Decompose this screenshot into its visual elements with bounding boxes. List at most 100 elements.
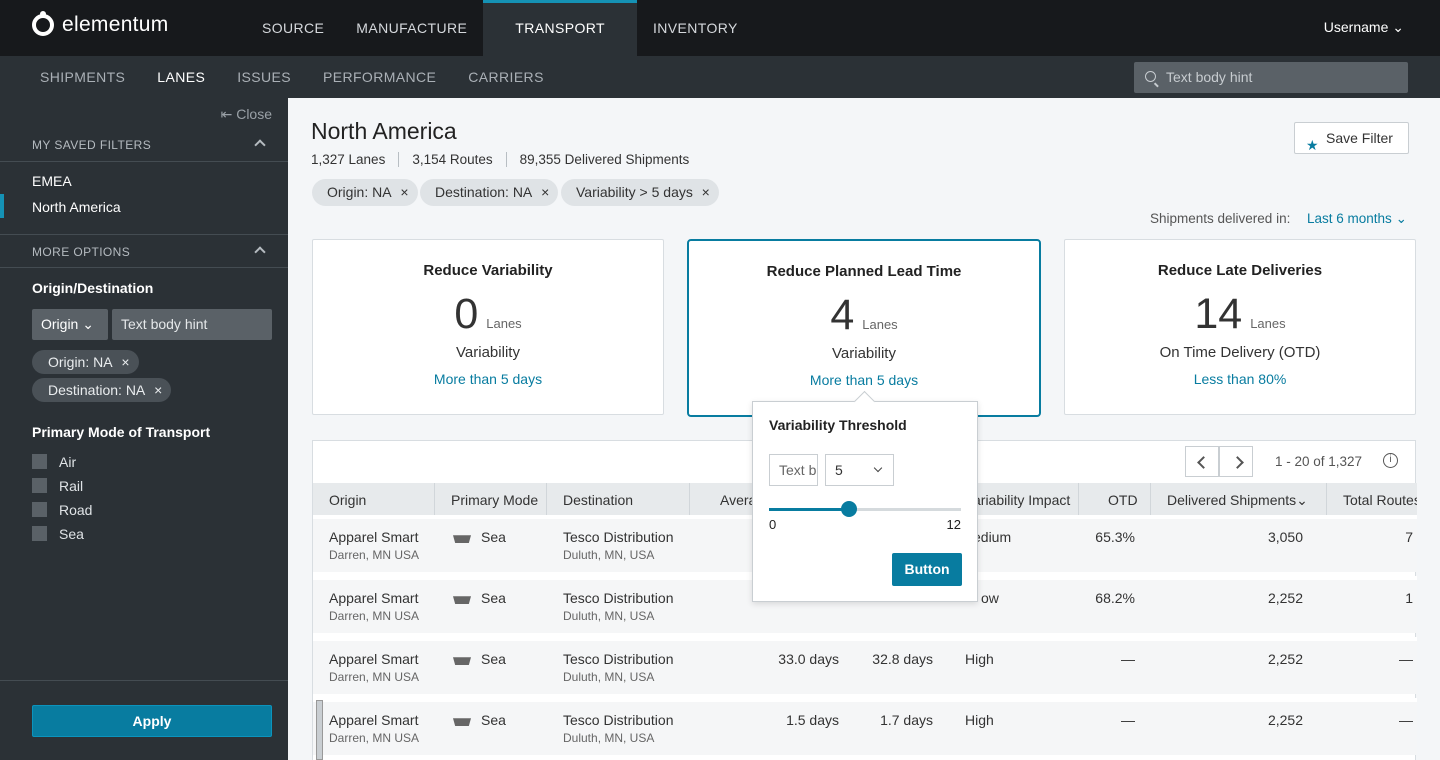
threshold-slider[interactable] <box>769 501 961 517</box>
chevron-up-icon <box>254 246 266 258</box>
checkbox-air[interactable]: Air <box>32 454 76 470</box>
close-icon[interactable]: × <box>154 382 163 398</box>
selected-marker <box>0 194 4 218</box>
origin-name: Apparel Smart <box>329 651 419 667</box>
saved-filter-north-america[interactable]: North America <box>32 199 121 215</box>
variability-threshold-popover: Variability Threshold Text bo 5 0 12 But… <box>752 401 978 602</box>
chevron-down-icon: ⌄ <box>1392 19 1404 35</box>
checkbox-rail[interactable]: Rail <box>32 478 83 494</box>
card-metric: Variability <box>832 345 896 362</box>
previous-page-button[interactable] <box>1185 446 1219 477</box>
saved-filter-emea[interactable]: EMEA <box>32 173 72 189</box>
nav-inventory[interactable]: INVENTORY <box>652 20 738 36</box>
routes-cell: 1 <box>1405 590 1413 606</box>
close-sidebar-button[interactable]: ⇤ Close <box>221 106 272 123</box>
chip-label: Destination: NA <box>48 382 146 398</box>
origin-location: Darren, MN USA <box>329 609 420 623</box>
planned-cell: 1.7 days <box>880 712 933 728</box>
next-page-button[interactable] <box>1219 446 1253 477</box>
card-threshold-link[interactable]: More than 5 days <box>809 372 919 388</box>
close-icon[interactable]: × <box>121 354 130 370</box>
card-reduce-late-deliveries[interactable]: Reduce Late Deliveries 14 Lanes On Time D… <box>1064 239 1416 415</box>
close-icon[interactable]: × <box>701 184 710 200</box>
count-value: 14 <box>1194 290 1243 338</box>
threshold-text-input[interactable]: Text bo <box>769 454 818 486</box>
column-origin[interactable]: Origin <box>313 483 435 517</box>
column-delivered-shipments[interactable]: Delivered Shipments⌄ <box>1151 483 1327 517</box>
summary-stats: 1,327 Lanes 3,154 Routes 89,355 Delivered … <box>311 152 702 167</box>
close-icon[interactable]: × <box>400 184 409 200</box>
active-filter-destination[interactable]: Destination: NA × <box>420 179 559 206</box>
card-threshold-link[interactable]: More than 5 days <box>433 371 543 387</box>
username: Username <box>1323 19 1389 35</box>
active-filter-origin[interactable]: Origin: NA × <box>312 179 418 206</box>
secondary-nav-bar: SHIPMENTS LANES ISSUES PERFORMANCE CARRI… <box>0 56 1440 98</box>
checkbox-icon[interactable] <box>32 478 47 493</box>
column-otd[interactable]: OTD <box>1079 483 1151 517</box>
nav-transport[interactable]: TRANSPORT <box>483 0 637 56</box>
more-options-title: MORE OPTIONS <box>32 245 131 259</box>
card-threshold-link[interactable]: Less than 80% <box>1193 371 1287 387</box>
user-menu[interactable]: Username ⌄ <box>1324 19 1404 36</box>
otd-cell: — <box>1121 651 1135 667</box>
origin-cell: Apparel Smart Darren, MN USA <box>329 651 419 684</box>
subnav-carriers[interactable]: CARRIERS <box>468 69 544 85</box>
subnav-shipments[interactable]: SHIPMENTS <box>40 69 126 85</box>
secondary-nav: SHIPMENTS LANES ISSUES PERFORMANCE CARRI… <box>24 56 560 98</box>
checkbox-icon[interactable] <box>32 454 47 469</box>
subnav-issues[interactable]: ISSUES <box>237 69 291 85</box>
chevron-down-icon: ⌄ <box>1395 211 1407 226</box>
threshold-select[interactable]: 5 <box>825 454 894 486</box>
checkbox-sea[interactable]: Sea <box>32 526 84 542</box>
close-icon[interactable]: × <box>541 184 550 200</box>
delivered-cell: 3,050 <box>1267 529 1303 545</box>
origin-select[interactable]: Origin ⌄ <box>32 309 108 340</box>
info-icon[interactable]: i <box>1383 453 1398 468</box>
count-unit: Lanes <box>1250 316 1286 331</box>
column-primary-mode[interactable]: Primary Mode <box>435 483 547 517</box>
brand-logo[interactable]: elementum <box>32 11 169 37</box>
subnav-lanes[interactable]: LANES <box>157 69 206 85</box>
column-variability-impact[interactable]: ariability Impact <box>973 483 1079 517</box>
chevron-down-icon <box>873 463 883 473</box>
table-row[interactable]: Apparel Smart Darren, MN USA Sea Tesco Di… <box>313 637 1417 694</box>
filter-chip-destination[interactable]: Destination: NA × <box>32 378 172 402</box>
checkbox-road[interactable]: Road <box>32 502 92 518</box>
delivered-period-select[interactable]: Last 6 months ⌄ <box>1307 211 1407 227</box>
top-navigation-bar: elementum SOURCE MANUFACTURE TRANSPORT I… <box>0 0 1440 56</box>
origin-name: Apparel Smart <box>329 712 419 728</box>
search-input[interactable]: Text body hint <box>1134 62 1408 93</box>
destination-cell: Tesco Distribution Duluth, MN, USA <box>563 712 674 745</box>
average-cell: 1.5 days <box>786 712 839 728</box>
save-filter-button[interactable]: ★ Save Filter <box>1294 122 1409 154</box>
card-reduce-variability[interactable]: Reduce Variability 0 Lanes Variability Mo… <box>312 239 664 415</box>
active-filter-variability[interactable]: Variability > 5 days × <box>561 179 719 206</box>
destination-location: Duluth, MN, USA <box>563 548 655 562</box>
subnav-performance[interactable]: PERFORMANCE <box>322 69 437 85</box>
more-options-header[interactable]: MORE OPTIONS <box>0 234 288 268</box>
slider-handle[interactable] <box>841 501 857 517</box>
filter-chip-origin[interactable]: Origin: NA × <box>32 350 139 374</box>
mode-label: Sea <box>481 529 506 545</box>
slider-max-label: 12 <box>946 517 961 532</box>
origin-name: Apparel Smart <box>329 590 419 606</box>
nav-manufacture[interactable]: MANUFACTURE <box>356 20 468 36</box>
apply-button[interactable]: Apply <box>32 705 272 737</box>
elementum-logo-icon <box>32 11 54 36</box>
origin-text-input[interactable]: Text body hint <box>112 309 272 340</box>
table-scrollbar[interactable] <box>316 700 323 760</box>
checkbox-icon[interactable] <box>32 526 47 541</box>
table-row[interactable]: Apparel Smart Darren, MN USA Sea Tesco Di… <box>313 698 1417 755</box>
checkbox-icon[interactable] <box>32 502 47 517</box>
page-range: 1 - 20 of 1,327 <box>1275 454 1363 469</box>
mode-label: Sea <box>481 651 506 667</box>
apply-threshold-button[interactable]: Button <box>892 553 962 586</box>
nav-source[interactable]: SOURCE <box>262 20 325 36</box>
column-destination[interactable]: Destination <box>547 483 690 517</box>
delivered-cell: 2,252 <box>1267 590 1303 606</box>
card-reduce-planned-lead-time[interactable]: Reduce Planned Lead Time 4 Lanes Variabil… <box>687 239 1041 417</box>
chip-label: Destination: NA <box>435 184 533 200</box>
column-total-routes[interactable]: Total Routes <box>1343 492 1417 508</box>
saved-filters-header[interactable]: MY SAVED FILTERS <box>0 128 288 162</box>
origin-cell: Apparel Smart Darren, MN USA <box>329 590 419 623</box>
